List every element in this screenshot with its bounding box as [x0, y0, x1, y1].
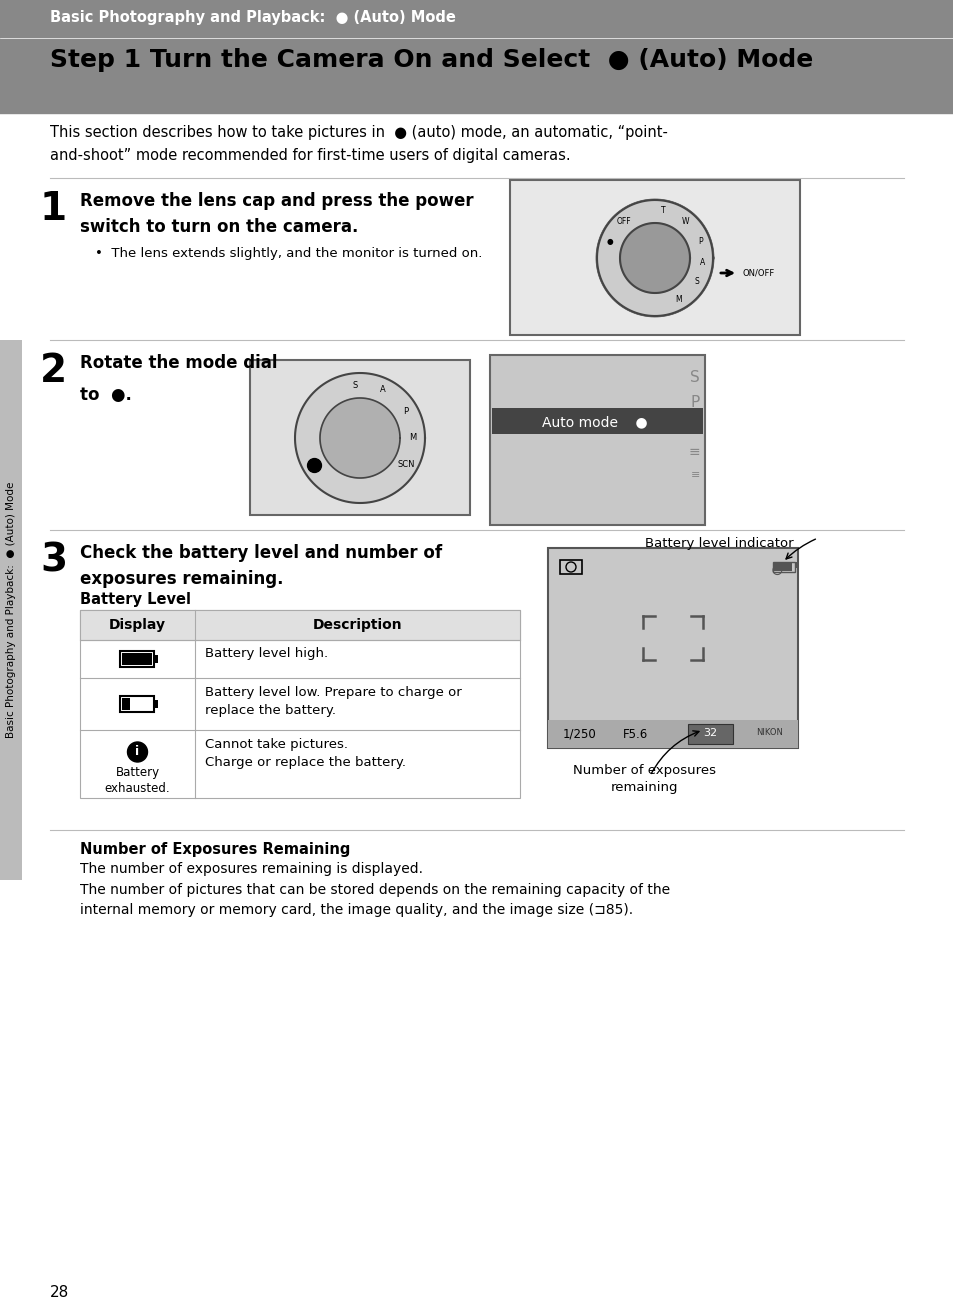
Text: This section describes how to take pictures in  ● (auto) mode, an automatic, “po: This section describes how to take pictu…	[50, 125, 667, 163]
Text: Auto mode    ●: Auto mode ●	[541, 415, 647, 428]
Text: Basic Photography and Playback:  ● (Auto) Mode: Basic Photography and Playback: ● (Auto)…	[50, 11, 456, 25]
FancyBboxPatch shape	[80, 610, 519, 798]
Text: ⊙: ⊙	[769, 562, 782, 578]
FancyBboxPatch shape	[250, 360, 470, 515]
FancyBboxPatch shape	[80, 610, 519, 640]
Circle shape	[294, 373, 424, 503]
Text: 28: 28	[50, 1285, 70, 1300]
Text: 1/250: 1/250	[562, 728, 597, 741]
Text: S: S	[690, 371, 700, 385]
Text: 1: 1	[40, 191, 67, 229]
Text: NIKON: NIKON	[756, 728, 782, 737]
Text: 32: 32	[702, 728, 717, 738]
Text: ON/OFF: ON/OFF	[742, 268, 775, 277]
Text: Basic Photography and Playback:  ● (Auto) Mode: Basic Photography and Playback: ● (Auto)…	[6, 482, 16, 738]
Text: T: T	[660, 206, 665, 215]
Text: ●: ●	[310, 460, 317, 469]
Text: •  The lens extends slightly, and the monitor is turned on.: • The lens extends slightly, and the mon…	[95, 247, 482, 260]
FancyBboxPatch shape	[773, 562, 791, 572]
Text: Battery
exhausted.: Battery exhausted.	[105, 766, 171, 795]
FancyBboxPatch shape	[154, 700, 158, 708]
Text: The number of exposures remaining is displayed.
The number of pictures that can : The number of exposures remaining is dis…	[80, 862, 669, 917]
Text: Check the battery level and number of
exposures remaining.: Check the battery level and number of ex…	[80, 544, 441, 589]
Text: Number of exposures
remaining: Number of exposures remaining	[573, 763, 716, 794]
Text: ●: ●	[606, 237, 613, 246]
Text: Battery level low. Prepare to charge or
replace the battery.: Battery level low. Prepare to charge or …	[205, 686, 461, 717]
Text: W: W	[681, 217, 689, 226]
FancyBboxPatch shape	[122, 653, 152, 665]
FancyBboxPatch shape	[0, 38, 953, 113]
FancyBboxPatch shape	[510, 180, 800, 335]
FancyBboxPatch shape	[0, 340, 22, 880]
Circle shape	[319, 398, 399, 478]
Text: P: P	[403, 407, 408, 417]
Text: Battery Level: Battery Level	[80, 593, 191, 607]
FancyBboxPatch shape	[0, 0, 953, 38]
Text: Battery level high.: Battery level high.	[205, 646, 328, 660]
Text: M: M	[409, 434, 416, 443]
FancyBboxPatch shape	[794, 562, 797, 568]
Text: SCN: SCN	[396, 460, 415, 469]
Text: Description: Description	[313, 618, 402, 632]
FancyBboxPatch shape	[154, 654, 158, 664]
Circle shape	[619, 223, 689, 293]
Text: Battery level indicator: Battery level indicator	[644, 537, 793, 551]
Text: Cannot take pictures.
Charge or replace the battery.: Cannot take pictures. Charge or replace …	[205, 738, 406, 769]
Text: ≡: ≡	[690, 470, 700, 480]
Text: Number of Exposures Remaining: Number of Exposures Remaining	[80, 842, 350, 857]
Text: P: P	[690, 396, 700, 410]
Text: Step 1 Turn the Camera On and Select  ● (Auto) Mode: Step 1 Turn the Camera On and Select ● (…	[50, 49, 812, 72]
FancyBboxPatch shape	[547, 548, 797, 748]
Text: Rotate the mode dial
to  ●.: Rotate the mode dial to ●.	[80, 353, 277, 403]
Text: P: P	[697, 237, 701, 246]
Text: ≡: ≡	[688, 445, 700, 459]
FancyBboxPatch shape	[0, 113, 953, 1314]
Text: M: M	[675, 296, 681, 304]
Text: F5.6: F5.6	[622, 728, 648, 741]
Text: i: i	[135, 745, 139, 758]
FancyBboxPatch shape	[492, 409, 702, 434]
Text: 3: 3	[40, 541, 67, 579]
Text: Display: Display	[109, 618, 166, 632]
Text: Remove the lens cap and press the power
switch to turn on the camera.: Remove the lens cap and press the power …	[80, 192, 473, 237]
FancyBboxPatch shape	[490, 355, 704, 526]
FancyBboxPatch shape	[547, 720, 797, 748]
Text: 2: 2	[40, 352, 67, 390]
Text: S: S	[694, 277, 699, 286]
Text: OFF: OFF	[617, 217, 631, 226]
Text: S: S	[353, 381, 357, 390]
FancyBboxPatch shape	[687, 724, 732, 744]
FancyBboxPatch shape	[122, 698, 131, 710]
Text: A: A	[379, 385, 385, 394]
Circle shape	[128, 742, 148, 762]
Circle shape	[597, 200, 712, 315]
Text: A: A	[700, 258, 704, 267]
